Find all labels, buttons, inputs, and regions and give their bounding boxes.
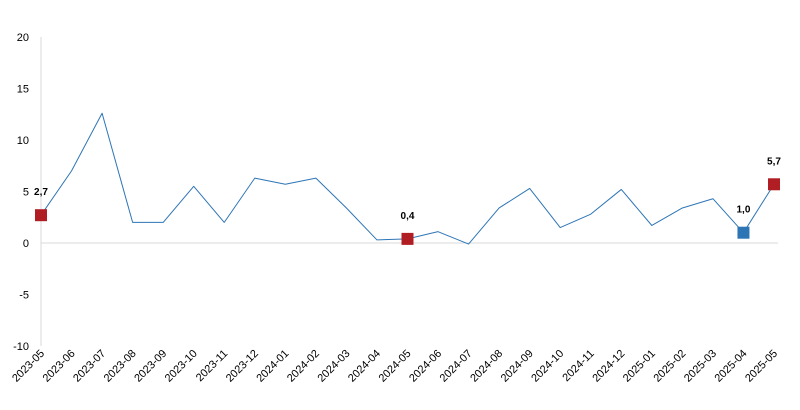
x-tick-label: 2023-07: [71, 348, 108, 385]
x-tick-label: 2023-12: [224, 348, 261, 385]
x-tick-label: 2023-11: [194, 348, 230, 384]
highlight-marker: [401, 232, 414, 245]
y-tick-label: 15: [17, 84, 29, 96]
x-tick-label: 2025-05: [743, 348, 780, 385]
x-axis: 2023-052023-062023-072023-082023-092023-…: [10, 348, 780, 385]
data-label: 1,0: [737, 205, 751, 216]
x-tick-label: 2024-07: [438, 348, 475, 385]
x-tick-label: 2025-01: [621, 348, 658, 385]
x-tick-label: 2024-08: [468, 348, 505, 385]
data-label: 2,7: [34, 187, 48, 198]
x-tick-label: 2024-09: [499, 348, 536, 385]
x-tick-label: 2025-03: [682, 348, 719, 385]
y-tick-label: 20: [17, 32, 29, 44]
highlight-marker: [737, 226, 750, 239]
x-tick-label: 2023-06: [41, 348, 78, 385]
x-tick-label: 2024-04: [346, 348, 383, 385]
x-tick-label: 2023-10: [163, 348, 200, 385]
series-group: [40, 112, 775, 245]
x-tick-label: 2024-02: [285, 348, 322, 385]
series-line: [40, 112, 775, 245]
x-tick-label: 2024-10: [529, 348, 566, 385]
x-tick-label: 2024-11: [560, 348, 596, 384]
x-tick-label: 2023-09: [132, 348, 169, 385]
x-tick-label: 2024-12: [590, 348, 627, 385]
x-tick-label: 2024-05: [377, 348, 414, 385]
y-tick-label: -10: [13, 341, 29, 353]
y-tick-label: 0: [23, 238, 29, 250]
x-tick-label: 2023-08: [102, 348, 139, 385]
x-tick-label: 2024-03: [316, 348, 353, 385]
y-tick-label: -5: [19, 290, 29, 302]
y-tick-label: 5: [23, 187, 29, 199]
highlight-marker: [768, 178, 780, 191]
data-labels: 2,7 0,4 1,0 5,7: [34, 156, 781, 222]
x-tick-label: 2024-01: [254, 348, 291, 385]
highlight-marker: [35, 209, 47, 222]
data-label: 5,7: [767, 156, 781, 167]
data-label: 0,4: [401, 211, 415, 222]
highlight-markers: [35, 178, 780, 245]
y-axis: 20 15 10 5 0 -5 -10: [13, 32, 778, 353]
y-tick-label: 10: [17, 135, 29, 147]
x-tick-label: 2025-02: [651, 348, 688, 385]
x-tick-label: 2024-06: [407, 348, 444, 385]
x-tick-label: 2023-05: [10, 348, 47, 385]
x-tick-label: 2025-04: [713, 348, 750, 385]
